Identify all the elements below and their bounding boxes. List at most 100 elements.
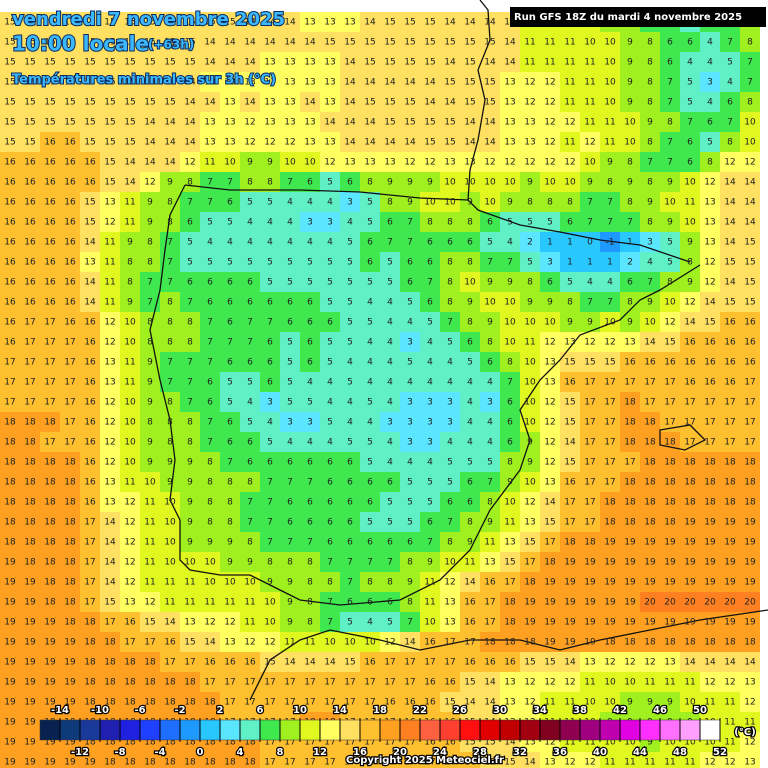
temperature-value: 17 xyxy=(144,638,155,648)
temperature-cell xyxy=(260,72,280,92)
temperature-cell xyxy=(200,272,220,292)
temperature-cell xyxy=(540,72,560,92)
temperature-value: 4 xyxy=(327,198,333,208)
temperature-cell xyxy=(500,152,520,172)
temperature-cell xyxy=(180,352,200,372)
temperature-value: 7 xyxy=(347,578,353,588)
temperature-value: 17 xyxy=(584,498,595,508)
temperature-value: 17 xyxy=(384,658,395,668)
temperature-cell xyxy=(300,372,320,392)
temperature-cell xyxy=(300,32,320,52)
temperature-cell xyxy=(420,92,440,112)
temperature-value: 8 xyxy=(507,458,513,468)
temperature-value: 15 xyxy=(444,138,455,148)
temperature-cell xyxy=(520,352,540,372)
temperature-value: 15 xyxy=(24,138,35,148)
temperature-cell xyxy=(360,292,380,312)
temperature-value: 5 xyxy=(687,98,693,108)
temperature-value: 9 xyxy=(587,178,593,188)
temperature-value: 17 xyxy=(564,518,575,528)
temperature-cell xyxy=(560,52,580,72)
temperature-value: 14 xyxy=(144,138,156,148)
temperature-cell xyxy=(640,312,660,332)
temperature-cell xyxy=(740,72,760,92)
temperature-cell xyxy=(240,252,260,272)
temperature-value: 10 xyxy=(484,198,496,208)
temperature-value: 3 xyxy=(707,78,713,88)
temperature-cell xyxy=(40,112,60,132)
temperature-value: 10 xyxy=(304,158,316,168)
temperature-cell xyxy=(480,272,500,292)
temperature-cell xyxy=(320,252,340,272)
temperature-value: 15 xyxy=(484,78,495,88)
temperature-cell xyxy=(540,32,560,52)
temperature-value: 17 xyxy=(664,398,675,408)
temperature-value: 7 xyxy=(327,598,333,608)
temperature-cell xyxy=(220,132,240,152)
temperature-cell xyxy=(700,112,720,132)
temperature-value: 10 xyxy=(224,578,236,588)
temperature-value: 16 xyxy=(44,298,56,308)
temperature-cell xyxy=(540,52,560,72)
temperature-value: 17 xyxy=(44,398,55,408)
temperature-cell xyxy=(600,352,620,372)
temperature-value: 14 xyxy=(384,78,396,88)
temperature-cell xyxy=(340,32,360,52)
temperature-value: 18 xyxy=(724,478,736,488)
temperature-value: 10 xyxy=(644,318,656,328)
temperature-value: 8 xyxy=(647,58,653,68)
temperature-cell xyxy=(240,292,260,312)
temperature-value: 18 xyxy=(104,758,116,768)
temperature-cell xyxy=(500,372,520,392)
temperature-value: 7 xyxy=(287,538,293,548)
temperature-value: 14 xyxy=(284,38,296,48)
colorbar-bin xyxy=(679,719,701,741)
temperature-value: 13 xyxy=(464,158,475,168)
temperature-value: 3 xyxy=(647,238,653,248)
temperature-value: 9 xyxy=(487,278,493,288)
temperature-value: 12 xyxy=(704,278,715,288)
temperature-value: 12 xyxy=(124,578,135,588)
temperature-cell xyxy=(540,372,560,392)
temperature-value: 19 xyxy=(604,538,616,548)
temperature-cell xyxy=(560,192,580,212)
temperature-value: 5 xyxy=(407,518,413,528)
temperature-value: 10 xyxy=(504,338,516,348)
colorbar-bin xyxy=(179,719,201,741)
temperature-value: 17 xyxy=(364,678,375,688)
temperature-value: 9 xyxy=(407,198,413,208)
temperature-value: 16 xyxy=(484,578,496,588)
temperature-value: 7 xyxy=(207,358,213,368)
temperature-value: 9 xyxy=(527,458,533,468)
temperature-value: 4 xyxy=(607,278,613,288)
temperature-value: 18 xyxy=(44,598,56,608)
temperature-cell xyxy=(580,172,600,192)
temperature-value: 6 xyxy=(227,438,233,448)
temperature-value: 19 xyxy=(644,538,656,548)
temperature-value: 5 xyxy=(267,438,273,448)
temperature-value: 8 xyxy=(307,618,313,628)
temperature-value: 8 xyxy=(547,198,553,208)
temperature-value: 10 xyxy=(164,498,176,508)
temperature-value: 17 xyxy=(444,658,455,668)
temperature-cell xyxy=(520,292,540,312)
temperature-cell xyxy=(420,112,440,132)
temperature-value: 14 xyxy=(304,98,316,108)
colorbar-bin xyxy=(339,719,361,741)
temperature-cell xyxy=(20,32,40,52)
colorbar-bin xyxy=(419,719,441,741)
temperature-value: 16 xyxy=(204,658,216,668)
temperature-cell xyxy=(60,352,80,372)
temperature-value: 13 xyxy=(704,238,715,248)
temperature-value: 15 xyxy=(504,558,515,568)
temperature-value: 13 xyxy=(104,198,115,208)
temperature-cell xyxy=(560,112,580,132)
temperature-cell xyxy=(520,92,540,112)
temperature-value: 6 xyxy=(327,318,333,328)
temperature-cell xyxy=(60,332,80,352)
temperature-cell xyxy=(460,372,480,392)
temperature-value: 19 xyxy=(44,618,56,628)
temperature-value: 9 xyxy=(227,558,233,568)
temperature-value: 14 xyxy=(724,218,736,228)
temperature-value: 9 xyxy=(187,458,193,468)
